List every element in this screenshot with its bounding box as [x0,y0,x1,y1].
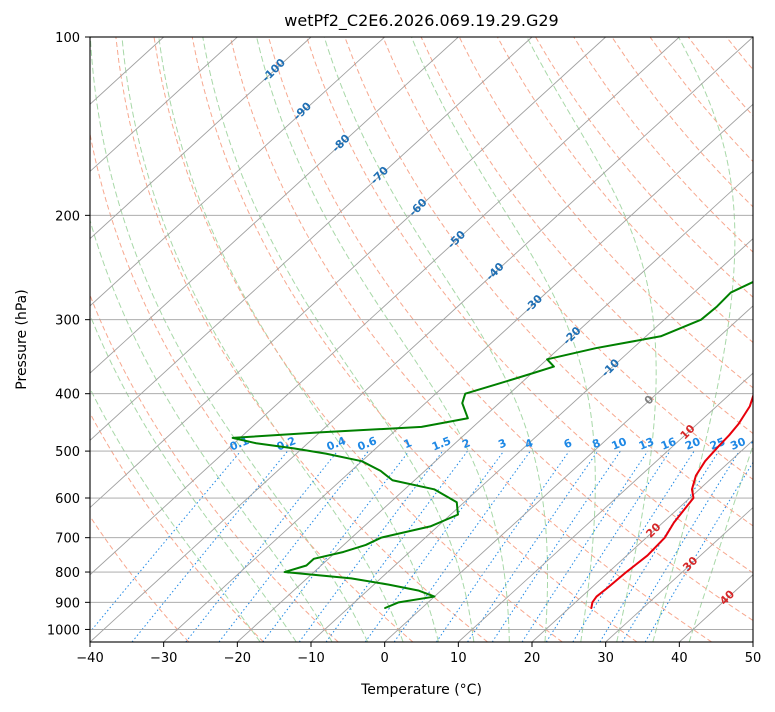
y-tick-label: 600 [55,492,80,507]
x-tick-label: −40 [76,651,103,666]
y-tick-label: 800 [55,566,80,581]
x-tick-label: 30 [597,651,614,666]
y-tick-label: 400 [55,388,80,403]
x-tick-label: −20 [224,651,251,666]
x-tick-label: −10 [297,651,324,666]
y-tick-label: 300 [55,314,80,329]
x-tick-label: 40 [671,651,688,666]
y-tick-label: 500 [55,445,80,460]
y-tick-label: 900 [55,596,80,611]
y-tick-label: 1000 [47,623,80,638]
x-tick-label: −30 [150,651,177,666]
y-tick-label: 200 [55,209,80,224]
x-tick-label: 10 [450,651,467,666]
x-axis-label: Temperature (°C) [360,682,482,698]
y-axis-label: Pressure (hPa) [14,289,30,389]
x-tick-label: 20 [524,651,541,666]
y-tick-label: 100 [55,31,80,46]
x-tick-label: 0 [381,651,389,666]
x-tick-label: 50 [745,651,762,666]
chart-title: wetPf2_C2E6.2026.069.19.29.G29 [284,11,558,31]
y-tick-label: 700 [55,532,80,547]
